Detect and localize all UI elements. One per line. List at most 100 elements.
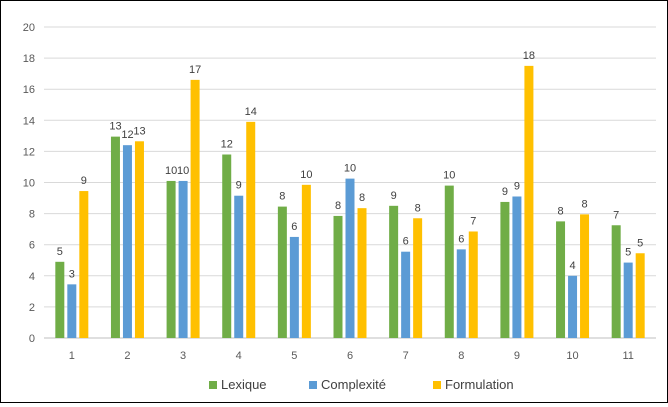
legend-label: Formulation <box>445 377 514 392</box>
bar-formulation <box>246 121 256 338</box>
bar-complexit <box>289 236 299 338</box>
y-tick-label: 2 <box>29 302 35 314</box>
data-label: 14 <box>245 106 257 118</box>
bar-lexique <box>110 136 120 338</box>
y-tick-label: 12 <box>23 146 35 158</box>
data-label: 6 <box>291 221 297 233</box>
bar-complexit <box>67 284 77 338</box>
legend-swatch <box>309 381 317 389</box>
x-tick-label: 6 <box>347 350 353 362</box>
bar-complexit <box>401 251 411 338</box>
data-label: 7 <box>470 215 476 227</box>
y-tick-label: 16 <box>23 84 35 96</box>
bar-lexique <box>166 180 176 338</box>
data-label: 9 <box>391 190 397 202</box>
data-label: 10 <box>177 165 189 177</box>
x-axis-tick-labels: 1 2 3 4 5 6 7 8 9 10 11 <box>69 350 634 362</box>
data-label: 6 <box>458 233 464 245</box>
data-label: 8 <box>335 200 341 212</box>
bar-complexit <box>456 249 466 338</box>
data-label: 10 <box>443 170 455 182</box>
bar-complexit <box>178 180 188 338</box>
data-label: 3 <box>69 268 75 280</box>
bar-formulation <box>190 79 200 339</box>
y-axis-tick-labels: 0 2 4 6 8 10 12 14 16 18 20 <box>23 22 35 345</box>
data-label: 4 <box>569 260 575 272</box>
data-label: 10 <box>344 163 356 175</box>
bar-lexique <box>500 201 510 338</box>
legend-label: Lexique <box>221 377 267 392</box>
data-label: 9 <box>514 180 520 192</box>
bar-formulation <box>134 141 144 338</box>
y-tick-label: 0 <box>29 333 35 345</box>
bars <box>55 65 645 339</box>
x-tick-label: 1 <box>69 350 75 362</box>
bar-formulation <box>524 65 534 338</box>
data-label: 9 <box>236 180 242 192</box>
x-tick-label: 7 <box>403 350 409 362</box>
bar-lexique <box>55 261 65 338</box>
y-tick-label: 18 <box>23 53 35 65</box>
bar-complexit <box>512 196 522 338</box>
data-label: 9 <box>81 175 87 187</box>
x-tick-label: 8 <box>458 350 464 362</box>
data-label: 8 <box>415 202 421 214</box>
bar-lexique <box>444 185 454 338</box>
data-label: 13 <box>133 125 145 137</box>
bar-complexit <box>122 145 132 338</box>
y-tick-label: 20 <box>23 22 35 34</box>
data-label: 8 <box>557 205 563 217</box>
data-label: 5 <box>57 246 63 258</box>
bar-lexique <box>389 205 399 338</box>
legend-swatch <box>209 381 217 389</box>
bar-formulation <box>357 208 367 338</box>
data-label: 8 <box>581 198 587 210</box>
data-label: 8 <box>359 192 365 204</box>
x-tick-label: 4 <box>236 350 242 362</box>
bar-complexit <box>234 195 244 338</box>
data-label: 13 <box>109 121 121 133</box>
bar-lexique <box>222 154 232 338</box>
bar-formulation <box>635 253 645 338</box>
bar-formulation <box>468 231 478 338</box>
data-label: 5 <box>625 247 631 259</box>
bar-formulation <box>301 184 311 338</box>
data-label: 9 <box>502 186 508 198</box>
x-tick-label: 10 <box>566 350 578 362</box>
data-label: 17 <box>189 64 201 76</box>
bar-complexit <box>623 262 633 338</box>
bar-formulation <box>413 218 423 338</box>
data-label: 5 <box>637 237 643 249</box>
y-tick-label: 6 <box>29 240 35 252</box>
data-label: 12 <box>221 139 233 151</box>
data-label: 12 <box>121 129 133 141</box>
y-tick-label: 4 <box>29 271 35 283</box>
bar-lexique <box>556 221 566 338</box>
bar-complexit <box>345 178 355 338</box>
data-label: 7 <box>613 209 619 221</box>
data-label: 18 <box>523 50 535 62</box>
data-label: 8 <box>279 191 285 203</box>
y-tick-label: 8 <box>29 209 35 221</box>
x-tick-label: 3 <box>180 350 186 362</box>
x-tick-label: 9 <box>514 350 520 362</box>
legend: Lexique Complexité Formulation <box>209 377 514 392</box>
bar-lexique <box>277 206 287 338</box>
legend-label: Complexité <box>321 377 386 392</box>
data-label: 10 <box>300 169 312 181</box>
x-tick-label: 2 <box>124 350 130 362</box>
data-label: 10 <box>165 165 177 177</box>
legend-swatch <box>433 381 441 389</box>
x-tick-label: 11 <box>622 350 633 362</box>
data-label: 6 <box>403 236 409 248</box>
bar-lexique <box>333 215 343 338</box>
x-tick-label: 5 <box>291 350 297 362</box>
bar-formulation <box>79 191 89 338</box>
bar-complexit <box>568 275 578 338</box>
y-tick-label: 14 <box>23 115 35 127</box>
bar-lexique <box>611 225 621 338</box>
y-tick-label: 10 <box>23 178 35 190</box>
